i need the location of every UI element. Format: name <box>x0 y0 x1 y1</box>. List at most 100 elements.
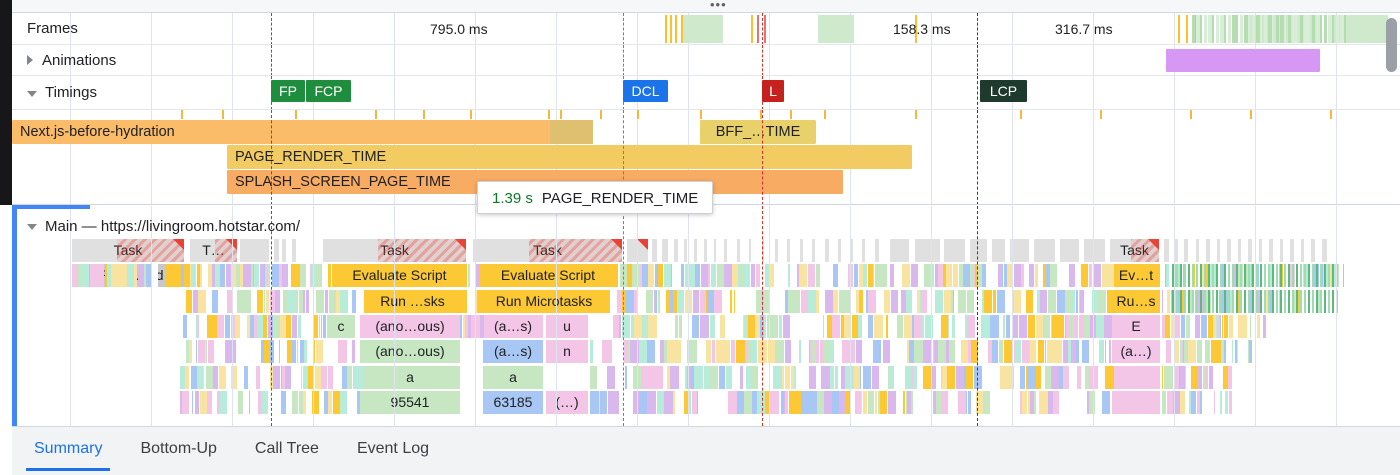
flame-item-unlabeled[interactable] <box>281 365 282 389</box>
flame-item-unlabeled[interactable] <box>254 264 259 288</box>
flame-item-unlabeled[interactable] <box>613 314 619 338</box>
flame-item-unlabeled[interactable] <box>812 340 816 364</box>
flame-item-unlabeled[interactable] <box>1322 239 1328 262</box>
flame-item-unlabeled[interactable] <box>193 289 198 313</box>
flame-item-unlabeled[interactable] <box>1204 264 1206 288</box>
flame-item-unlabeled[interactable] <box>1200 264 1202 288</box>
flame-item-unlabeled[interactable] <box>1096 390 1101 414</box>
flame-item-unlabeled[interactable] <box>212 390 217 414</box>
flame-item-unlabeled[interactable] <box>824 340 829 364</box>
flame-item-unlabeled[interactable] <box>964 365 966 389</box>
flame-item-unlabeled[interactable] <box>622 314 630 338</box>
flame-item-unlabeled[interactable] <box>468 314 471 338</box>
long-task-warning-icon[interactable] <box>455 239 466 250</box>
flame-item-unlabeled[interactable] <box>799 264 807 288</box>
flame-item-unlabeled[interactable] <box>1179 264 1180 288</box>
flame-item[interactable]: u <box>546 314 588 338</box>
flame-item-unlabeled[interactable] <box>287 340 292 364</box>
flame-item-unlabeled[interactable] <box>1043 314 1050 338</box>
flame-item-unlabeled[interactable] <box>841 314 844 338</box>
flame-item-unlabeled[interactable] <box>1188 340 1193 364</box>
flame-item-unlabeled[interactable] <box>863 365 871 389</box>
flame-item-unlabeled[interactable] <box>1048 390 1053 414</box>
flame-item-unlabeled[interactable] <box>347 365 352 389</box>
flame-item-unlabeled[interactable] <box>701 264 703 288</box>
flame-item-unlabeled[interactable] <box>316 340 323 364</box>
flame-item-unlabeled[interactable] <box>1166 340 1171 364</box>
flame-item-unlabeled[interactable] <box>1228 289 1230 313</box>
flame-item-unlabeled[interactable] <box>920 289 921 313</box>
flame-item-unlabeled[interactable] <box>300 340 304 364</box>
flame-item-unlabeled[interactable] <box>231 340 236 364</box>
flame-item-unlabeled[interactable] <box>238 390 243 414</box>
flame-item-unlabeled[interactable] <box>606 340 612 364</box>
flame-item-unlabeled[interactable] <box>1251 264 1252 288</box>
flame-item-unlabeled[interactable] <box>225 314 230 338</box>
flame-item-unlabeled[interactable] <box>1109 340 1111 364</box>
flame-item-unlabeled[interactable] <box>1233 314 1237 338</box>
flame-item-unlabeled[interactable] <box>751 365 758 389</box>
flame-item-unlabeled[interactable] <box>947 365 955 389</box>
flame-item-unlabeled[interactable] <box>1257 314 1260 338</box>
flame-item-unlabeled[interactable] <box>607 365 615 389</box>
flame-item-unlabeled[interactable] <box>1066 314 1069 338</box>
flame-item-unlabeled[interactable] <box>971 340 978 364</box>
flame-item-unlabeled[interactable] <box>1301 239 1305 262</box>
flame-item-unlabeled[interactable] <box>1280 264 1282 288</box>
flame-item-unlabeled[interactable] <box>1298 289 1299 313</box>
flame-item-unlabeled[interactable] <box>212 365 213 389</box>
track-animations-label[interactable]: Animations <box>12 45 116 75</box>
flame-item-unlabeled[interactable] <box>1285 289 1290 313</box>
flame-item-unlabeled[interactable] <box>972 390 975 414</box>
flame-item-unlabeled[interactable] <box>1193 340 1196 364</box>
flame-item-unlabeled[interactable] <box>359 365 363 389</box>
flame-item-unlabeled[interactable] <box>654 289 656 313</box>
flame-item-unlabeled[interactable] <box>875 390 877 414</box>
flame-item-unlabeled[interactable] <box>1236 264 1238 288</box>
long-task-warning-icon[interactable] <box>611 239 622 250</box>
flame-item-unlabeled[interactable] <box>263 314 267 338</box>
flame-item-unlabeled[interactable] <box>320 390 321 414</box>
flame-item-unlabeled[interactable] <box>1045 365 1051 389</box>
flame-item-unlabeled[interactable] <box>703 264 708 288</box>
flame-item-unlabeled[interactable] <box>275 289 280 313</box>
flame-item-unlabeled[interactable] <box>824 390 832 414</box>
flame-item-unlabeled[interactable] <box>274 340 279 364</box>
flame-item-unlabeled[interactable] <box>1175 340 1179 364</box>
flame-item-unlabeled[interactable] <box>296 264 300 288</box>
flame-item-unlabeled[interactable] <box>1063 365 1069 389</box>
flame-item-unlabeled[interactable] <box>1176 289 1178 313</box>
flame-item-unlabeled[interactable] <box>173 264 181 288</box>
flame-item-unlabeled[interactable] <box>1303 264 1304 288</box>
flame-item-unlabeled[interactable] <box>273 314 280 338</box>
flame-item-unlabeled[interactable] <box>984 289 992 313</box>
flame-item-unlabeled[interactable] <box>1212 264 1214 288</box>
flame-item-unlabeled[interactable] <box>134 264 137 288</box>
flame-item-unlabeled[interactable] <box>180 365 185 389</box>
flame-item-unlabeled[interactable] <box>1233 340 1234 364</box>
flame-item-unlabeled[interactable] <box>1185 365 1186 389</box>
flame-item-unlabeled[interactable] <box>976 390 983 414</box>
flame-item-unlabeled[interactable] <box>639 340 647 364</box>
flame-item-unlabeled[interactable] <box>187 390 189 414</box>
flame-item-unlabeled[interactable] <box>352 289 354 313</box>
flame-item-unlabeled[interactable] <box>856 289 859 313</box>
flame-item-unlabeled[interactable] <box>281 390 286 414</box>
flame-item-unlabeled[interactable] <box>1212 289 1214 313</box>
flame-item-unlabeled[interactable] <box>856 340 862 364</box>
flame-item-unlabeled[interactable] <box>850 239 854 262</box>
flame-item-unlabeled[interactable] <box>949 340 955 364</box>
flame-item-unlabeled[interactable] <box>212 289 218 313</box>
flame-item-unlabeled[interactable] <box>1180 340 1182 364</box>
flame-item-unlabeled[interactable] <box>1240 314 1243 338</box>
flame-item-unlabeled[interactable] <box>730 289 732 313</box>
flame-item-unlabeled[interactable] <box>1165 264 1166 288</box>
flame-item-unlabeled[interactable] <box>907 340 909 364</box>
track-main-label[interactable]: Main — https://livingroom.hotstar.com/ <box>12 214 300 238</box>
flame-item-unlabeled[interactable] <box>720 314 725 338</box>
flame-item-unlabeled[interactable] <box>1264 264 1266 288</box>
flame-item-unlabeled[interactable] <box>820 340 824 364</box>
flame-item-unlabeled[interactable] <box>207 390 212 414</box>
flame-item-unlabeled[interactable] <box>1213 314 1216 338</box>
flame-item-unlabeled[interactable] <box>854 264 858 288</box>
